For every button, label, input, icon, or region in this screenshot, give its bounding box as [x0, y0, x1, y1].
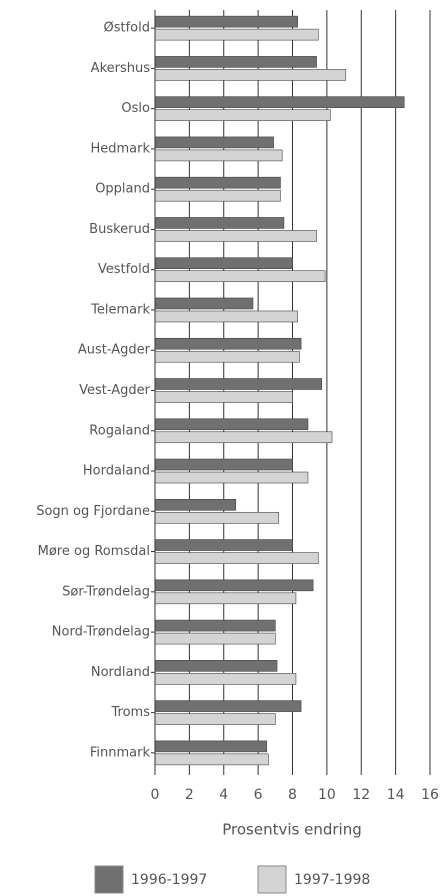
bar — [154, 579, 314, 592]
bar — [154, 189, 281, 202]
y-tick-label: Nordland — [91, 665, 150, 680]
x-tick-label: 0 — [151, 787, 160, 803]
legend-label: 1997-1998 — [294, 872, 370, 888]
bar — [154, 660, 278, 672]
y-tick-label: Oppland — [95, 182, 150, 197]
y-tick-label: Rogaland — [89, 423, 150, 438]
x-tick-label: 8 — [288, 787, 297, 803]
y-tick-label: Hordaland — [83, 464, 150, 479]
bar — [154, 740, 268, 753]
bar — [154, 270, 326, 283]
bar — [154, 28, 319, 41]
x-tick-label: 14 — [387, 787, 405, 803]
x-axis-label: Prosentvis endring — [222, 821, 361, 839]
bar — [154, 69, 347, 81]
y-tick-label: Møre og Romsdal — [38, 544, 150, 559]
x-tick-label: 10 — [318, 787, 336, 803]
bar — [154, 136, 274, 149]
y-tick-label: Hedmark — [90, 141, 150, 156]
bar — [154, 217, 285, 229]
bar — [154, 539, 293, 551]
x-tick-label: 6 — [254, 787, 263, 803]
y-tick-label: Oslo — [121, 101, 150, 116]
y-tick-label: Vest-Agder — [79, 383, 151, 398]
bar — [154, 498, 237, 511]
x-tick-label: 2 — [185, 787, 194, 803]
y-tick-label: Telemark — [90, 302, 150, 317]
bar — [154, 552, 319, 564]
x-tick-label: 16 — [421, 787, 439, 803]
bar — [154, 700, 302, 712]
y-tick-label: Sør-Trøndelag — [62, 584, 150, 599]
bar — [154, 176, 281, 189]
bar — [154, 230, 317, 242]
legend-swatch — [257, 865, 287, 894]
y-tick-label: Akershus — [91, 61, 151, 76]
y-tick-label: Sogn og Fjordane — [36, 504, 150, 519]
bar — [154, 632, 276, 645]
bar — [154, 310, 298, 323]
bar — [154, 56, 317, 68]
y-tick-label: Finnmark — [90, 745, 151, 760]
y-tick-label: Nord-Trøndelag — [52, 625, 150, 640]
bar — [154, 418, 309, 431]
bar — [154, 431, 333, 444]
bar — [154, 109, 331, 121]
bar — [154, 458, 293, 471]
bar — [154, 673, 297, 685]
bar — [154, 753, 269, 766]
x-tick-label: 12 — [352, 787, 370, 803]
y-tick-label: Troms — [111, 705, 151, 720]
bar — [154, 378, 323, 390]
bar — [154, 471, 309, 484]
bar — [154, 592, 297, 605]
bar — [154, 619, 276, 632]
legend-label: 1996-1997 — [131, 872, 207, 888]
legend-swatch — [94, 865, 124, 894]
bar — [154, 297, 254, 310]
x-tick-label: 4 — [219, 787, 228, 803]
bar — [154, 391, 293, 403]
y-tick-label: Østfold — [104, 21, 151, 36]
y-tick-label: Aust-Agder — [78, 343, 151, 358]
bar — [154, 149, 283, 162]
bar — [154, 257, 293, 270]
bar — [154, 713, 276, 725]
bar — [154, 15, 298, 28]
y-tick-label: Vestfold — [98, 262, 150, 277]
bar — [154, 350, 300, 363]
bar — [154, 511, 280, 524]
bar — [154, 96, 405, 108]
y-tick-label: Buskerud — [89, 222, 150, 237]
bar — [154, 337, 302, 350]
